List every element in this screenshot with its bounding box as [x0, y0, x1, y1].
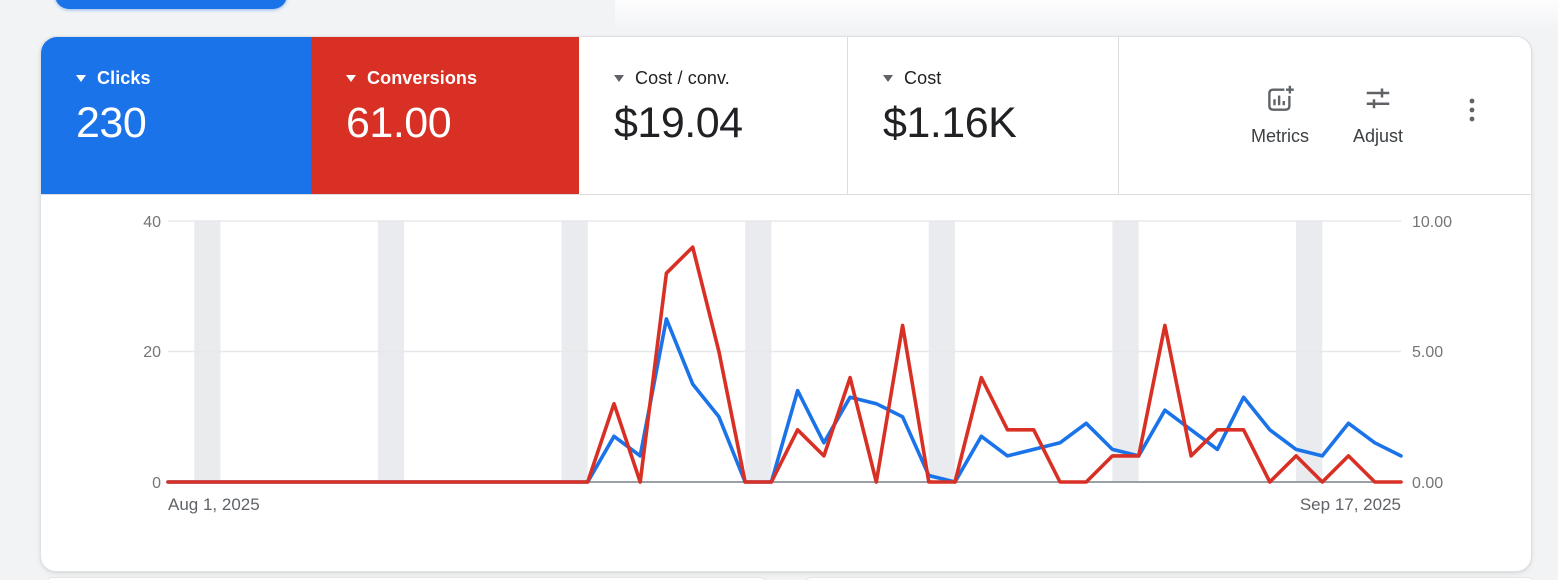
left-tick-40: 40 [143, 214, 161, 231]
chart-svg: 0 20 40 0.00 5.00 10.00 Aug 1, 2025 Sep … [143, 214, 1452, 514]
metric-label-row: Cost [883, 68, 1108, 89]
metric-label: Cost / conv. [635, 68, 730, 88]
right-tick-5: 5.00 [1412, 344, 1443, 361]
add-chart-icon [1265, 84, 1295, 119]
chevron-down-icon[interactable] [76, 75, 86, 82]
chevron-down-icon[interactable] [614, 75, 624, 82]
toolbar-shadow [615, 0, 1558, 34]
metric-card-clicks[interactable]: Clicks 230 [41, 37, 311, 194]
chevron-down-icon[interactable] [883, 75, 893, 82]
right-tick-10: 10.00 [1412, 214, 1452, 231]
y-axis-right-labels: 0.00 5.00 10.00 [1412, 214, 1452, 492]
metric-label: Conversions [367, 68, 478, 88]
metric-cards-strip: Clicks 230 Conversions 61.00 Cost / conv… [41, 37, 1531, 195]
metric-card-cost-per-conv[interactable]: Cost / conv. $19.04 [579, 37, 848, 194]
y-axis-left-labels: 0 20 40 [143, 214, 161, 492]
metrics-button-label: Metrics [1250, 126, 1309, 146]
x-axis-start-date: Aug 1, 2025 [168, 495, 260, 514]
more-options-button[interactable] [1461, 92, 1483, 139]
metric-label-row: Conversions [346, 68, 569, 89]
conversions-line [166, 245, 1403, 484]
adjust-button-label: Adjust [1352, 126, 1403, 146]
metric-label-row: Clicks [76, 68, 301, 89]
metric-card-conversions[interactable]: Conversions 61.00 [311, 37, 579, 194]
metric-value: $1.16K [883, 99, 1017, 147]
left-tick-0: 0 [152, 475, 161, 492]
metric-value: $19.04 [614, 99, 743, 147]
metric-label: Clicks [97, 68, 151, 88]
x-axis-end-date: Sep 17, 2025 [1300, 495, 1401, 514]
x-axis-date-labels: Aug 1, 2025 Sep 17, 2025 [168, 495, 1401, 514]
tune-sliders-icon [1363, 84, 1393, 119]
cutoff-blue-button[interactable] [55, 0, 287, 9]
chevron-down-icon[interactable] [346, 75, 356, 82]
right-tick-0: 0.00 [1412, 475, 1443, 492]
chart-controls: Metrics Adjust [1119, 37, 1531, 194]
gridlines [168, 220, 1401, 353]
metrics-button[interactable]: Metrics [1251, 84, 1309, 147]
adjust-button[interactable]: Adjust [1353, 84, 1403, 147]
metric-label: Cost [904, 68, 942, 88]
metric-value: 61.00 [346, 99, 452, 147]
left-tick-20: 20 [143, 344, 161, 361]
performance-card: Clicks 230 Conversions 61.00 Cost / conv… [40, 36, 1532, 572]
timeseries-chart: 0 20 40 0.00 5.00 10.00 Aug 1, 2025 Sep … [41, 195, 1533, 571]
metric-card-cost[interactable]: Cost $1.16K [848, 37, 1119, 194]
kebab-menu-icon [1467, 98, 1477, 135]
metric-label-row: Cost / conv. [614, 68, 837, 89]
metric-value: 230 [76, 99, 147, 147]
